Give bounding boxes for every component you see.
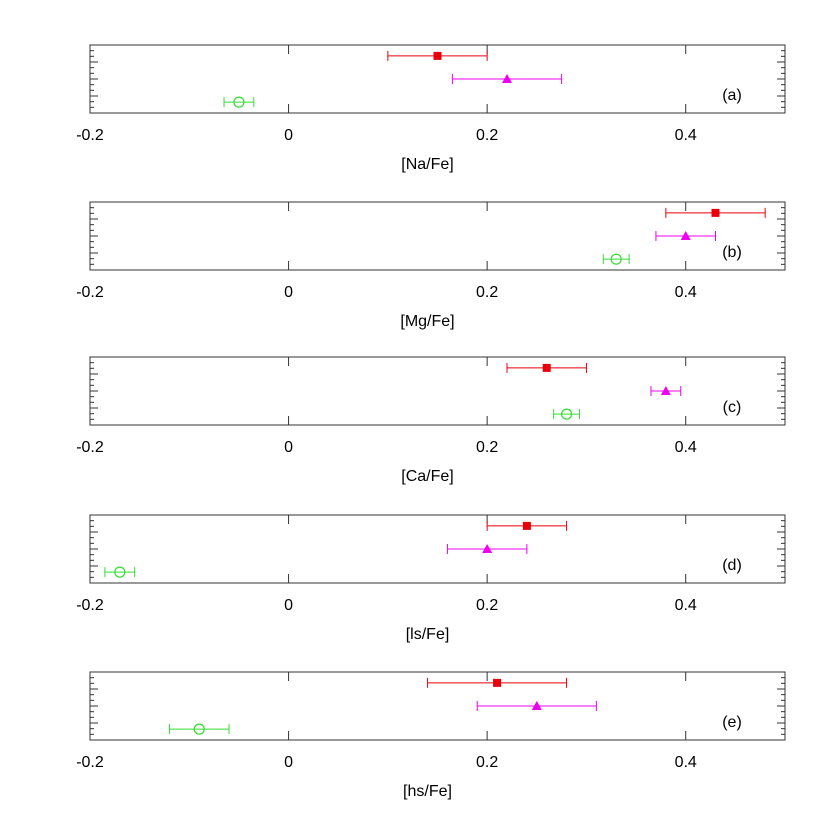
point (680, 231, 691, 240)
point (610, 253, 622, 265)
x-tick-label: 0.4 (675, 284, 697, 301)
x-axis-label: [hs/Fe] (403, 783, 452, 800)
point (560, 408, 573, 420)
x-axis-label: [Ca/Fe] (401, 468, 453, 485)
x-tick-label: 0.4 (675, 597, 697, 614)
x-tick-label: 0 (284, 754, 293, 771)
point (711, 208, 720, 217)
point (531, 701, 542, 710)
panel-label: (d) (722, 557, 742, 574)
x-tick-label: 0.4 (675, 127, 697, 144)
panel-label: (a) (722, 87, 742, 104)
x-tick-label: 0.2 (476, 439, 498, 456)
point (233, 96, 245, 108)
point (493, 678, 502, 687)
x-tick-label: 0.2 (476, 284, 498, 301)
x-tick-label: 0 (284, 439, 293, 456)
error-bar (602, 254, 630, 265)
x-axis-label: [Na/Fe] (401, 156, 453, 173)
panel-label: (c) (723, 399, 742, 416)
x-tick-label: -0.2 (76, 439, 104, 456)
x-axis-label: [ls/Fe] (406, 626, 450, 643)
x-tick-label: 0 (284, 597, 293, 614)
panel-label: (b) (722, 244, 742, 261)
point (660, 386, 671, 395)
error-bar (223, 97, 255, 108)
point (502, 74, 512, 83)
point (193, 723, 205, 735)
error-bar (168, 724, 230, 735)
x-tick-label: 0.2 (476, 754, 498, 771)
plot-frame (89, 514, 786, 584)
x-tick-label: -0.2 (76, 597, 104, 614)
error-bar (104, 567, 136, 578)
point (482, 544, 493, 553)
x-tick-label: -0.2 (76, 284, 104, 301)
point (522, 521, 531, 530)
error-bar (553, 409, 580, 420)
point (433, 51, 442, 60)
x-tick-label: -0.2 (76, 754, 104, 771)
x-tick-label: 0.4 (675, 439, 697, 456)
x-tick-label: 0.2 (476, 597, 498, 614)
x-axis-label: [Mg/Fe] (400, 313, 454, 330)
x-tick-label: 0.4 (675, 754, 697, 771)
x-tick-label: 0.2 (476, 127, 498, 144)
point (542, 363, 551, 372)
point (114, 566, 126, 578)
x-tick-label: 0 (284, 284, 293, 301)
x-tick-label: 0 (284, 127, 293, 144)
x-tick-label: -0.2 (76, 127, 104, 144)
panel-label: (e) (722, 714, 742, 731)
